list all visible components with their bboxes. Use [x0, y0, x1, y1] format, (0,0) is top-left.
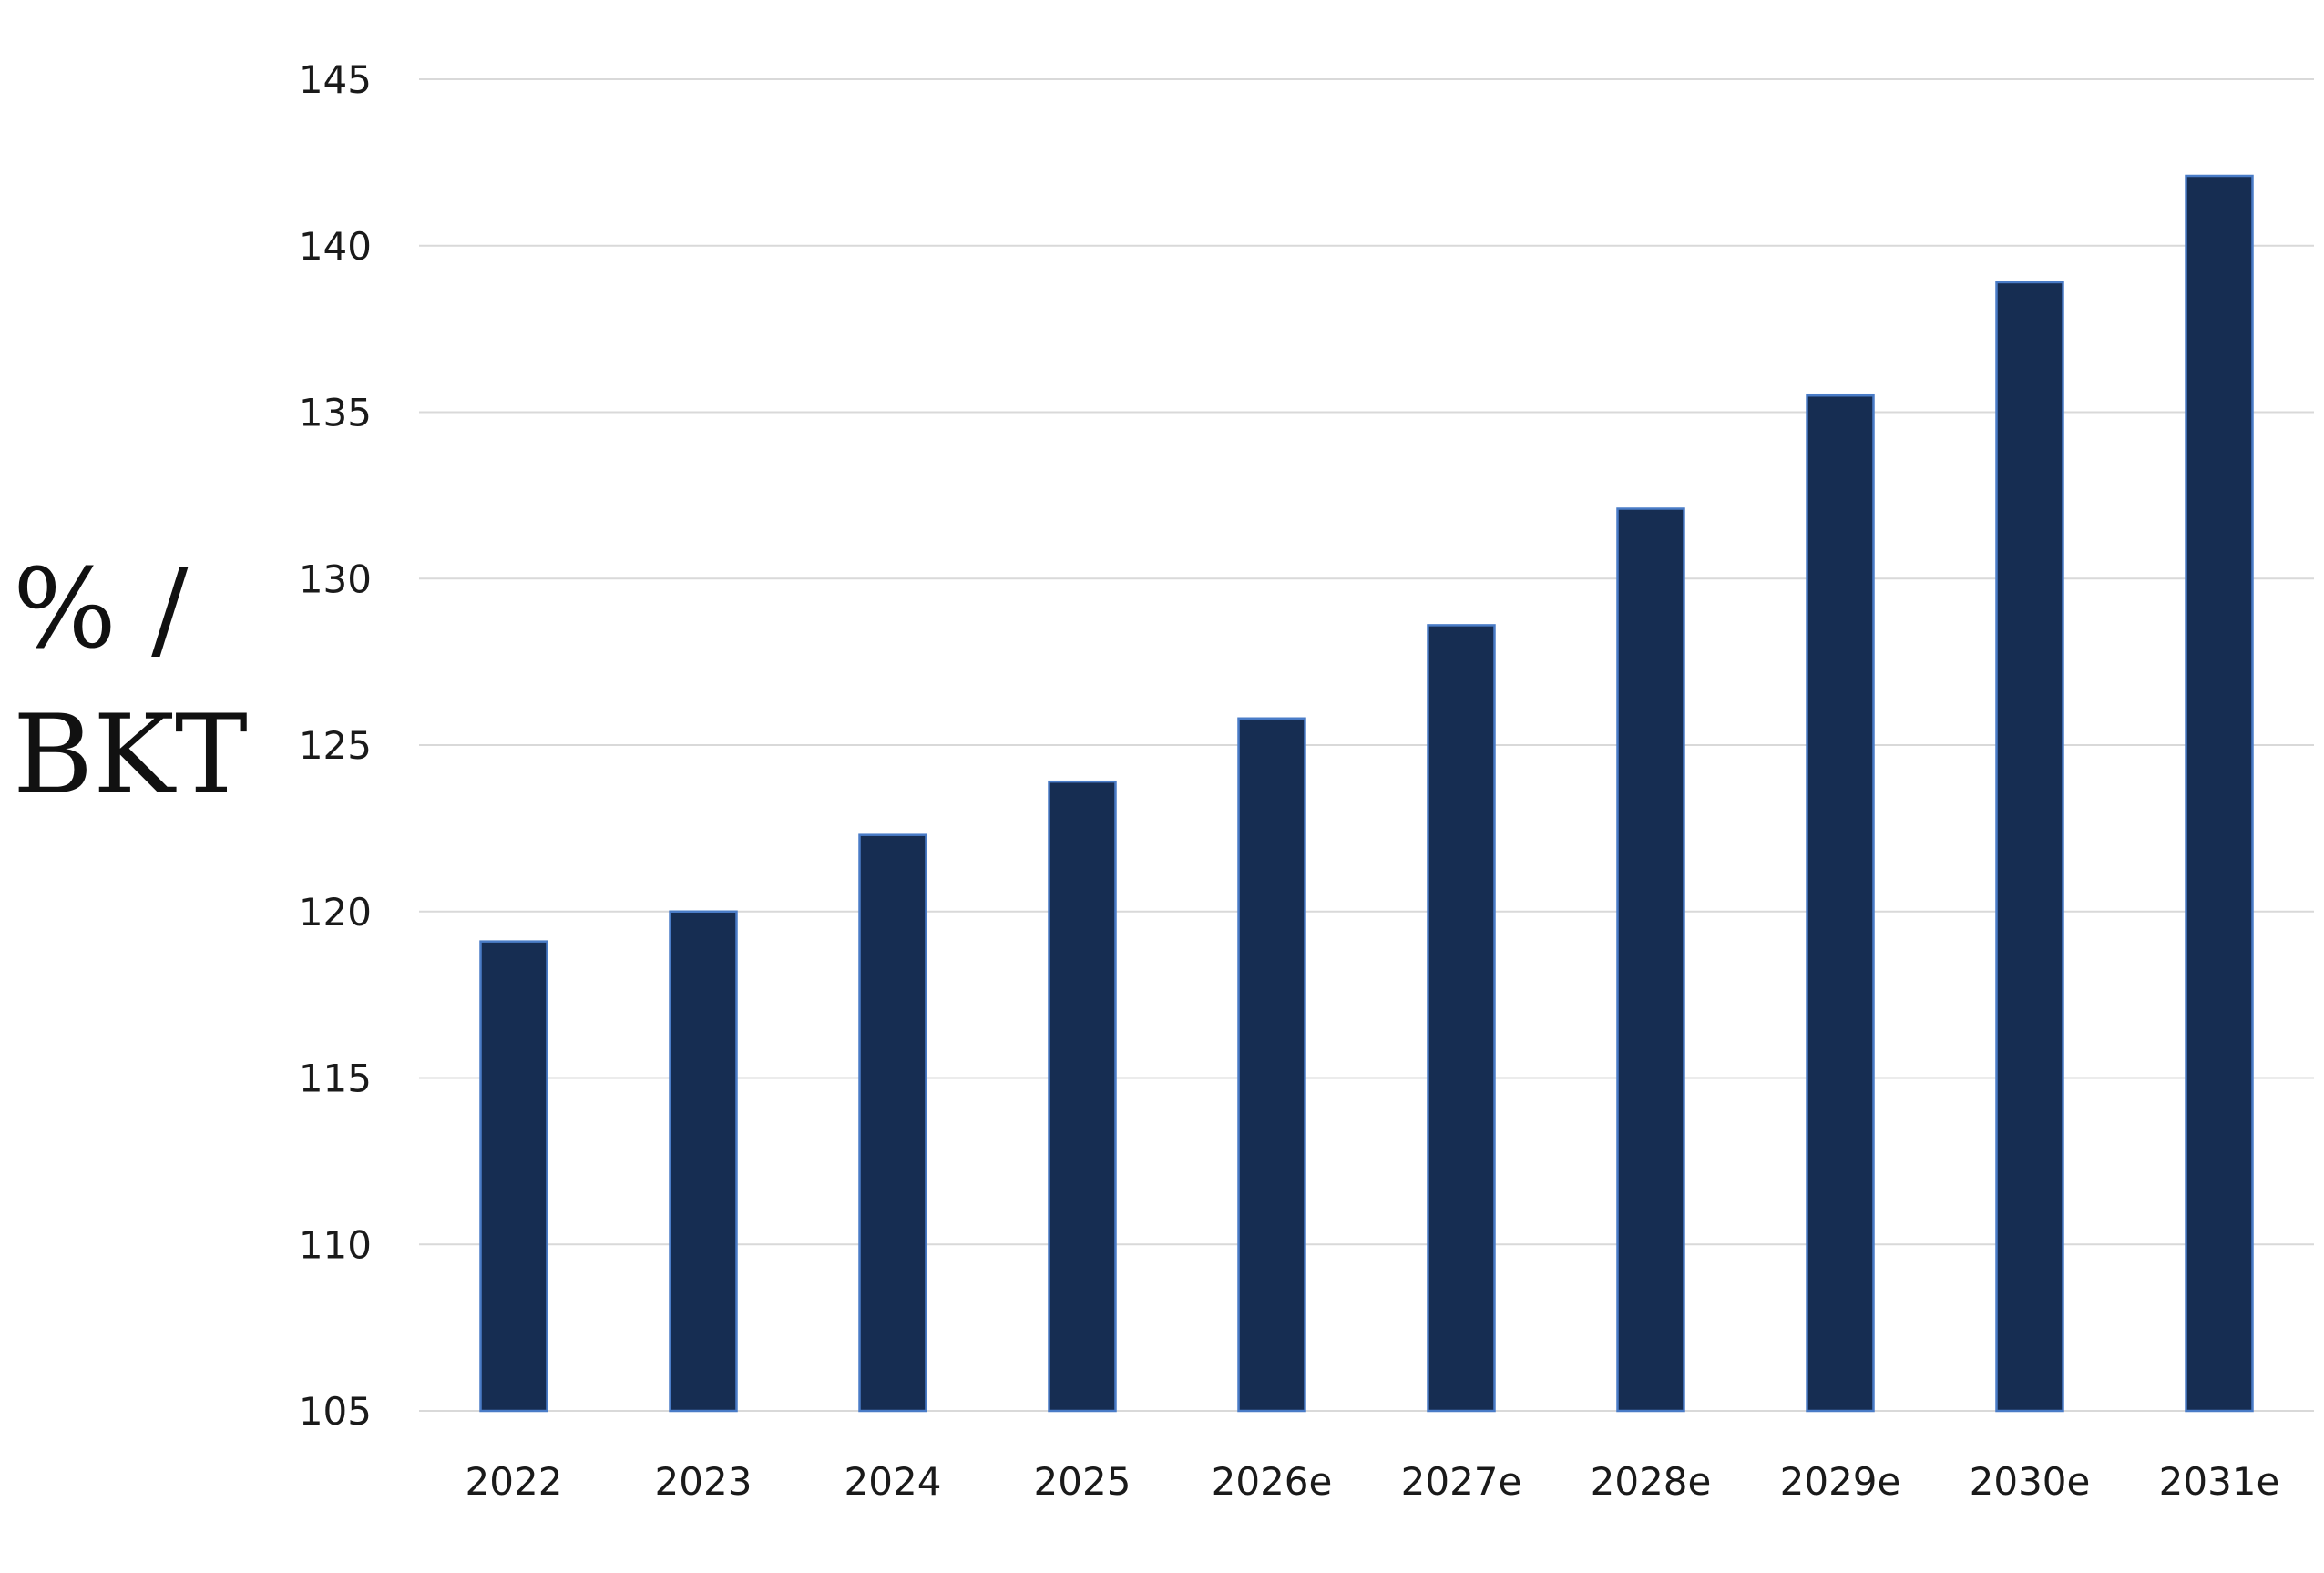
y-tick-label: 105 [299, 1389, 372, 1434]
y-axis-label: % / BKT [13, 546, 248, 819]
bar [1048, 780, 1117, 1413]
bar [858, 833, 927, 1413]
x-tick-label: 2026e [1212, 1459, 1333, 1504]
y-tick-label: 130 [299, 557, 372, 601]
bar [1995, 281, 2064, 1413]
bar [479, 940, 548, 1413]
y-tick-label: 145 [299, 57, 372, 102]
bar [1237, 717, 1306, 1413]
x-tick-label: 2031e [2159, 1459, 2280, 1504]
bar [1806, 393, 1875, 1413]
bar [669, 910, 738, 1413]
x-tick-label: 2022 [466, 1459, 563, 1504]
x-tick-label: 2027e [1401, 1459, 1522, 1504]
x-tick-label: 2025 [1034, 1459, 1131, 1504]
y-tick-label: 120 [299, 890, 372, 935]
y-tick-label: 140 [299, 224, 372, 269]
y-tick-label: 115 [299, 1057, 372, 1101]
bar [2185, 174, 2254, 1413]
x-tick-label: 2029e [1780, 1459, 1901, 1504]
y-tick-label: 125 [299, 723, 372, 768]
x-tick-label: 2024 [845, 1459, 942, 1504]
bar [1616, 507, 1685, 1413]
y-tick-label: 135 [299, 391, 372, 435]
x-tick-label: 2030e [1970, 1459, 2091, 1504]
bar [1427, 624, 1496, 1413]
y-tick-label: 110 [299, 1222, 372, 1267]
x-tick-label: 2023 [655, 1459, 752, 1504]
x-tick-label: 2028e [1591, 1459, 1712, 1504]
